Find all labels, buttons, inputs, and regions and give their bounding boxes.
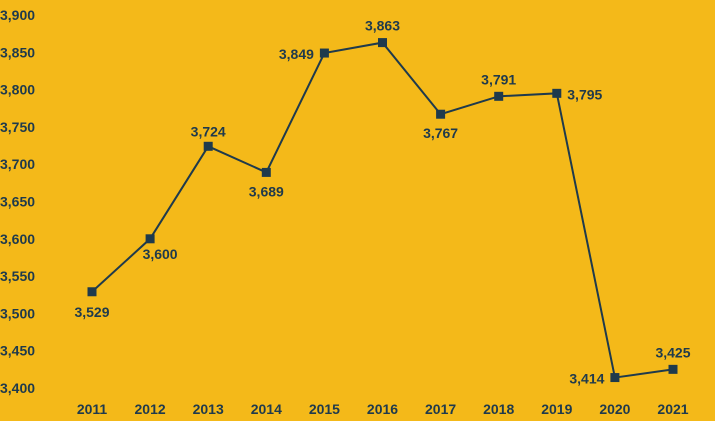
y-tick-label: 3,450 bbox=[0, 343, 35, 359]
y-tick-label: 3,850 bbox=[0, 44, 35, 60]
data-point-marker bbox=[494, 91, 504, 101]
data-point-marker bbox=[87, 287, 97, 297]
series-line-group bbox=[87, 38, 678, 383]
x-tick-label: 2014 bbox=[251, 401, 282, 417]
x-tick-label: 2015 bbox=[309, 401, 340, 417]
y-tick-label: 3,650 bbox=[0, 194, 35, 210]
data-label: 3,529 bbox=[74, 304, 109, 320]
data-labels-group: 3,529 3,600 3,724 3,689 3,849 3,863 3,767 3,791… bbox=[74, 18, 690, 387]
data-label: 3,689 bbox=[249, 183, 284, 199]
x-tick-label: 2016 bbox=[367, 401, 398, 417]
data-point-marker bbox=[203, 141, 213, 151]
data-label: 3,863 bbox=[365, 18, 400, 34]
data-point-marker bbox=[261, 167, 271, 177]
data-label: 3,767 bbox=[423, 125, 458, 141]
x-tick-label: 2018 bbox=[483, 401, 514, 417]
data-label: 3,795 bbox=[567, 86, 602, 102]
data-point-marker bbox=[378, 38, 387, 48]
data-point-marker bbox=[552, 88, 562, 98]
data-point-marker bbox=[610, 373, 620, 383]
data-label: 3,600 bbox=[143, 246, 178, 262]
data-label: 3,791 bbox=[481, 71, 516, 87]
y-tick-label: 3,400 bbox=[0, 380, 35, 396]
x-axis: 2011 2012 2013 2014 2015 2016 2017 2018 2019 2020… bbox=[77, 401, 689, 417]
data-label: 3,414 bbox=[569, 371, 604, 387]
y-tick-label: 3,500 bbox=[0, 305, 35, 321]
x-tick-label: 2011 bbox=[77, 401, 108, 417]
data-point-marker bbox=[319, 48, 329, 58]
data-label: 3,849 bbox=[279, 46, 314, 62]
x-tick-label: 2017 bbox=[425, 401, 456, 417]
y-tick-label: 3,900 bbox=[0, 7, 35, 23]
data-label: 3,724 bbox=[191, 123, 226, 139]
data-label: 3,425 bbox=[655, 344, 690, 360]
data-point-marker bbox=[668, 364, 678, 374]
data-point-marker bbox=[145, 234, 155, 244]
y-axis: 3,400 3,450 3,500 3,550 3,600 3,650 3,700 3,750… bbox=[0, 7, 35, 396]
y-tick-label: 3,600 bbox=[0, 231, 35, 247]
y-tick-label: 3,800 bbox=[0, 82, 35, 98]
x-tick-label: 2013 bbox=[193, 401, 224, 417]
y-tick-label: 3,550 bbox=[0, 268, 35, 284]
x-tick-label: 2012 bbox=[135, 401, 166, 417]
x-tick-label: 2021 bbox=[657, 401, 688, 417]
y-tick-label: 3,700 bbox=[0, 156, 35, 172]
x-tick-label: 2019 bbox=[541, 401, 572, 417]
y-tick-label: 3,750 bbox=[0, 119, 35, 135]
x-tick-label: 2020 bbox=[599, 401, 630, 417]
data-point-marker bbox=[436, 109, 446, 119]
